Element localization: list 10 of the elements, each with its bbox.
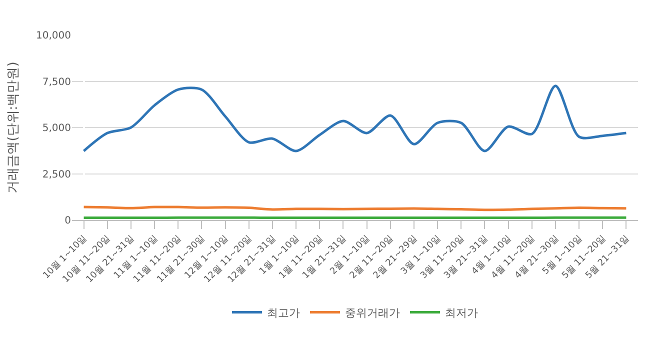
y-axis-title: 거래금액(단위:백만원) [6, 62, 21, 194]
line-series [82, 84, 628, 152]
legend-label: 중위거래가 [345, 306, 400, 320]
y-tick-label: 5,000 [42, 123, 71, 134]
y-tick-label: 2,500 [42, 169, 71, 180]
y-tick-label: 0 [64, 216, 71, 226]
legend-label: 최고가 [267, 306, 300, 320]
legend-label: 최저가 [445, 306, 478, 320]
y-tick-label: 10,000 [36, 30, 71, 42]
y-tick-label: 7,500 [42, 76, 71, 88]
